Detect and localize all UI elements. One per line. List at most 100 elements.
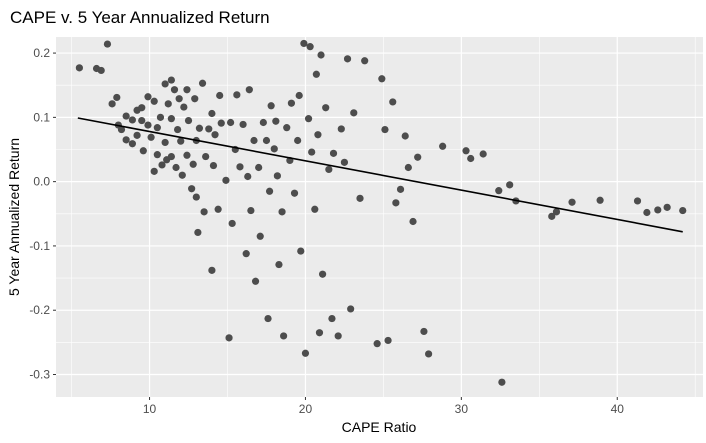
x-axis-ticks: 10 20 30 40 (143, 397, 624, 416)
data-point (300, 39, 308, 48)
data-point (236, 163, 244, 171)
data-point (256, 232, 264, 240)
data-point (122, 112, 130, 120)
data-point (161, 138, 169, 147)
data-point (208, 109, 216, 118)
trend-line (77, 117, 683, 233)
data-point (139, 147, 147, 155)
data-point (147, 133, 155, 141)
y-tick-label: -0.1 (29, 239, 50, 253)
data-point (211, 131, 219, 139)
data-point (384, 336, 392, 345)
data-point (679, 206, 687, 215)
x-tick-label: 40 (611, 402, 625, 416)
y-tick-label: -0.2 (29, 303, 50, 317)
data-point (174, 125, 182, 134)
data-point (108, 100, 116, 108)
data-point (439, 142, 447, 150)
data-point (340, 158, 349, 166)
data-point (97, 66, 105, 75)
data-point (325, 165, 333, 174)
data-point (479, 150, 487, 158)
data-point (270, 145, 278, 153)
data-point (209, 161, 218, 170)
y-tick-label: 0.2 (33, 46, 50, 60)
data-point (264, 314, 272, 323)
data-point (194, 228, 202, 237)
data-point (195, 124, 204, 132)
data-point (255, 163, 263, 172)
data-point (663, 203, 671, 211)
data-point (250, 136, 258, 145)
data-point (283, 124, 291, 132)
data-point (297, 247, 305, 255)
data-point (401, 132, 409, 140)
data-point (404, 163, 412, 172)
data-point (247, 206, 255, 215)
data-point (128, 140, 136, 148)
data-point (328, 314, 336, 323)
data-point (278, 208, 286, 216)
data-point (153, 124, 161, 132)
data-point (167, 115, 175, 123)
data-point (275, 260, 283, 269)
data-point (280, 332, 288, 340)
data-point (198, 79, 207, 87)
data-point (467, 154, 475, 163)
data-point (177, 137, 185, 145)
data-point (273, 172, 281, 180)
data-point (308, 148, 316, 156)
data-point (242, 250, 250, 258)
data-point (267, 102, 275, 110)
x-tick-label: 10 (143, 402, 157, 416)
data-point (189, 160, 197, 168)
data-point (654, 206, 662, 214)
data-point (117, 125, 126, 134)
data-point (208, 266, 216, 274)
x-tick-label: 20 (299, 402, 313, 416)
data-point (420, 327, 428, 336)
data-point (183, 86, 191, 94)
data-point (178, 171, 186, 179)
data-point (314, 131, 322, 139)
data-point (378, 75, 386, 83)
data-point (356, 194, 364, 202)
data-point (180, 103, 188, 111)
data-point (103, 40, 112, 48)
data-point (389, 98, 397, 106)
data-point (506, 181, 514, 189)
data-point (414, 153, 422, 161)
data-point (233, 91, 241, 99)
data-point (167, 76, 175, 84)
y-axis-ticks: 0.2 0.1 0.0 -0.1 -0.2 -0.3 (29, 46, 56, 382)
data-point (128, 116, 136, 124)
data-point (192, 193, 200, 201)
data-point (462, 147, 470, 155)
data-point (175, 95, 183, 103)
data-point (301, 349, 310, 357)
data-point (161, 80, 169, 88)
data-point (191, 95, 199, 103)
data-point (262, 136, 271, 145)
data-point (228, 219, 236, 228)
data-point (200, 208, 208, 216)
data-point (304, 115, 313, 123)
data-point (239, 120, 247, 129)
data-point (156, 113, 165, 121)
data-point (113, 93, 121, 102)
data-point (172, 163, 180, 172)
data-point (183, 151, 191, 159)
data-point (361, 57, 369, 65)
data-point (337, 125, 345, 133)
data-point (170, 86, 179, 94)
plot-panel (56, 37, 703, 397)
data-point (150, 97, 158, 105)
data-point (259, 118, 267, 127)
data-point (214, 205, 222, 213)
chart-title: CAPE v. 5 Year Annualized Return (10, 8, 270, 27)
data-point (633, 197, 642, 205)
data-point (290, 189, 299, 197)
x-tick-label: 30 (455, 402, 469, 416)
data-point (153, 151, 161, 159)
